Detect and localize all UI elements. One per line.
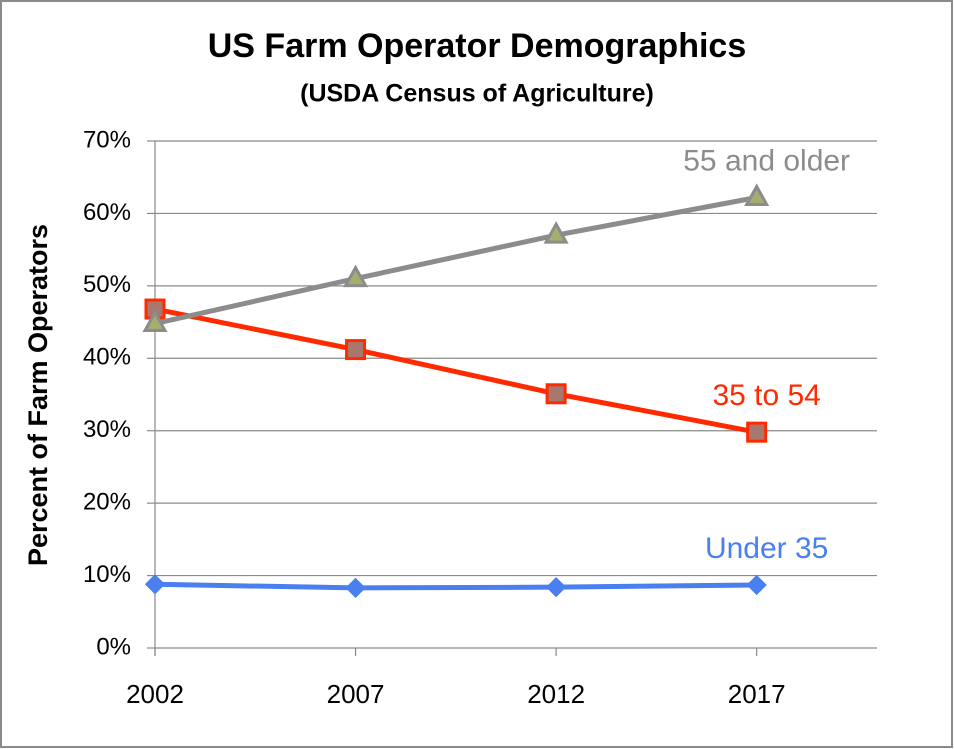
series-label: Under 35 — [705, 532, 828, 565]
chart-title: US Farm Operator Demographics — [208, 27, 746, 65]
series-label: 55 and older — [683, 144, 850, 177]
y-tick-label: 20% — [83, 488, 131, 515]
series-line — [154, 306, 758, 435]
marker — [545, 577, 567, 598]
y-tick-label: 40% — [83, 344, 131, 371]
series-line — [154, 581, 757, 591]
marker — [543, 221, 569, 244]
chart-subtitle: (USDA Census of Agriculture) — [300, 80, 654, 108]
y-tick-label: 60% — [83, 199, 131, 226]
series-label: 35 to 54 — [712, 379, 820, 412]
y-tick-label: 70% — [83, 126, 131, 153]
marker — [144, 574, 166, 595]
y-tick-label: 30% — [83, 416, 131, 443]
x-tick-label: 2007 — [327, 679, 385, 709]
marker — [343, 264, 369, 288]
x-tick-label: 2017 — [728, 679, 786, 709]
marker — [746, 574, 767, 596]
x-tick-label: 2012 — [527, 679, 585, 709]
x-tick-label: 2002 — [126, 679, 184, 709]
marker — [746, 421, 768, 443]
series-line — [154, 195, 758, 326]
y-axis-title: Percent of Farm Operators — [23, 224, 53, 566]
marker — [545, 383, 567, 405]
marker — [744, 183, 770, 206]
marker — [345, 577, 366, 599]
marker — [142, 309, 168, 333]
y-tick-label: 10% — [83, 561, 131, 588]
y-tick-label: 50% — [83, 271, 131, 298]
marker — [345, 339, 367, 361]
y-tick-label: 0% — [96, 633, 131, 660]
